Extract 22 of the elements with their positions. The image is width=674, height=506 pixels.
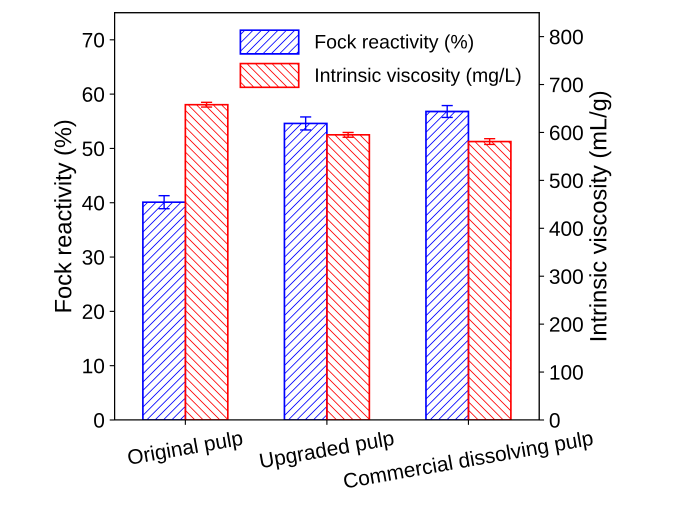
y2-tick-label: 0 [550,412,560,428]
y-tick-label: 70 [82,32,104,48]
legend-label: Intrinsic viscosity (mg/L) [316,68,521,86]
y2-tick-label: 500 [550,173,583,188]
y2-tick-label: 600 [550,125,583,140]
legend-label: Fock reactivity (%) [316,34,473,52]
y2-tick-label: 300 [550,269,583,284]
y-tick-label: 30 [82,250,104,265]
y2-tick-label: 800 [550,30,583,44]
y-tick-label: 0 [94,412,104,428]
y-tick-label: 10 [83,358,104,374]
y-tick-label: 50 [82,141,104,156]
y-tick-label: 40 [82,196,104,210]
x-tick-label: Original pulp [127,430,244,469]
y2-axis-title: Intrinsic viscosity (mL/g) [589,92,612,340]
y2-tick-label: 100 [550,365,583,380]
y2-tick-label: 200 [550,317,583,332]
y2-tick-label: 700 [550,78,583,92]
y2-tick-label: 400 [549,221,583,236]
y-tick-label: 60 [82,87,104,102]
y-axis-title: Fock reactivity (%) [54,120,76,312]
y-tick-label: 20 [82,304,104,320]
